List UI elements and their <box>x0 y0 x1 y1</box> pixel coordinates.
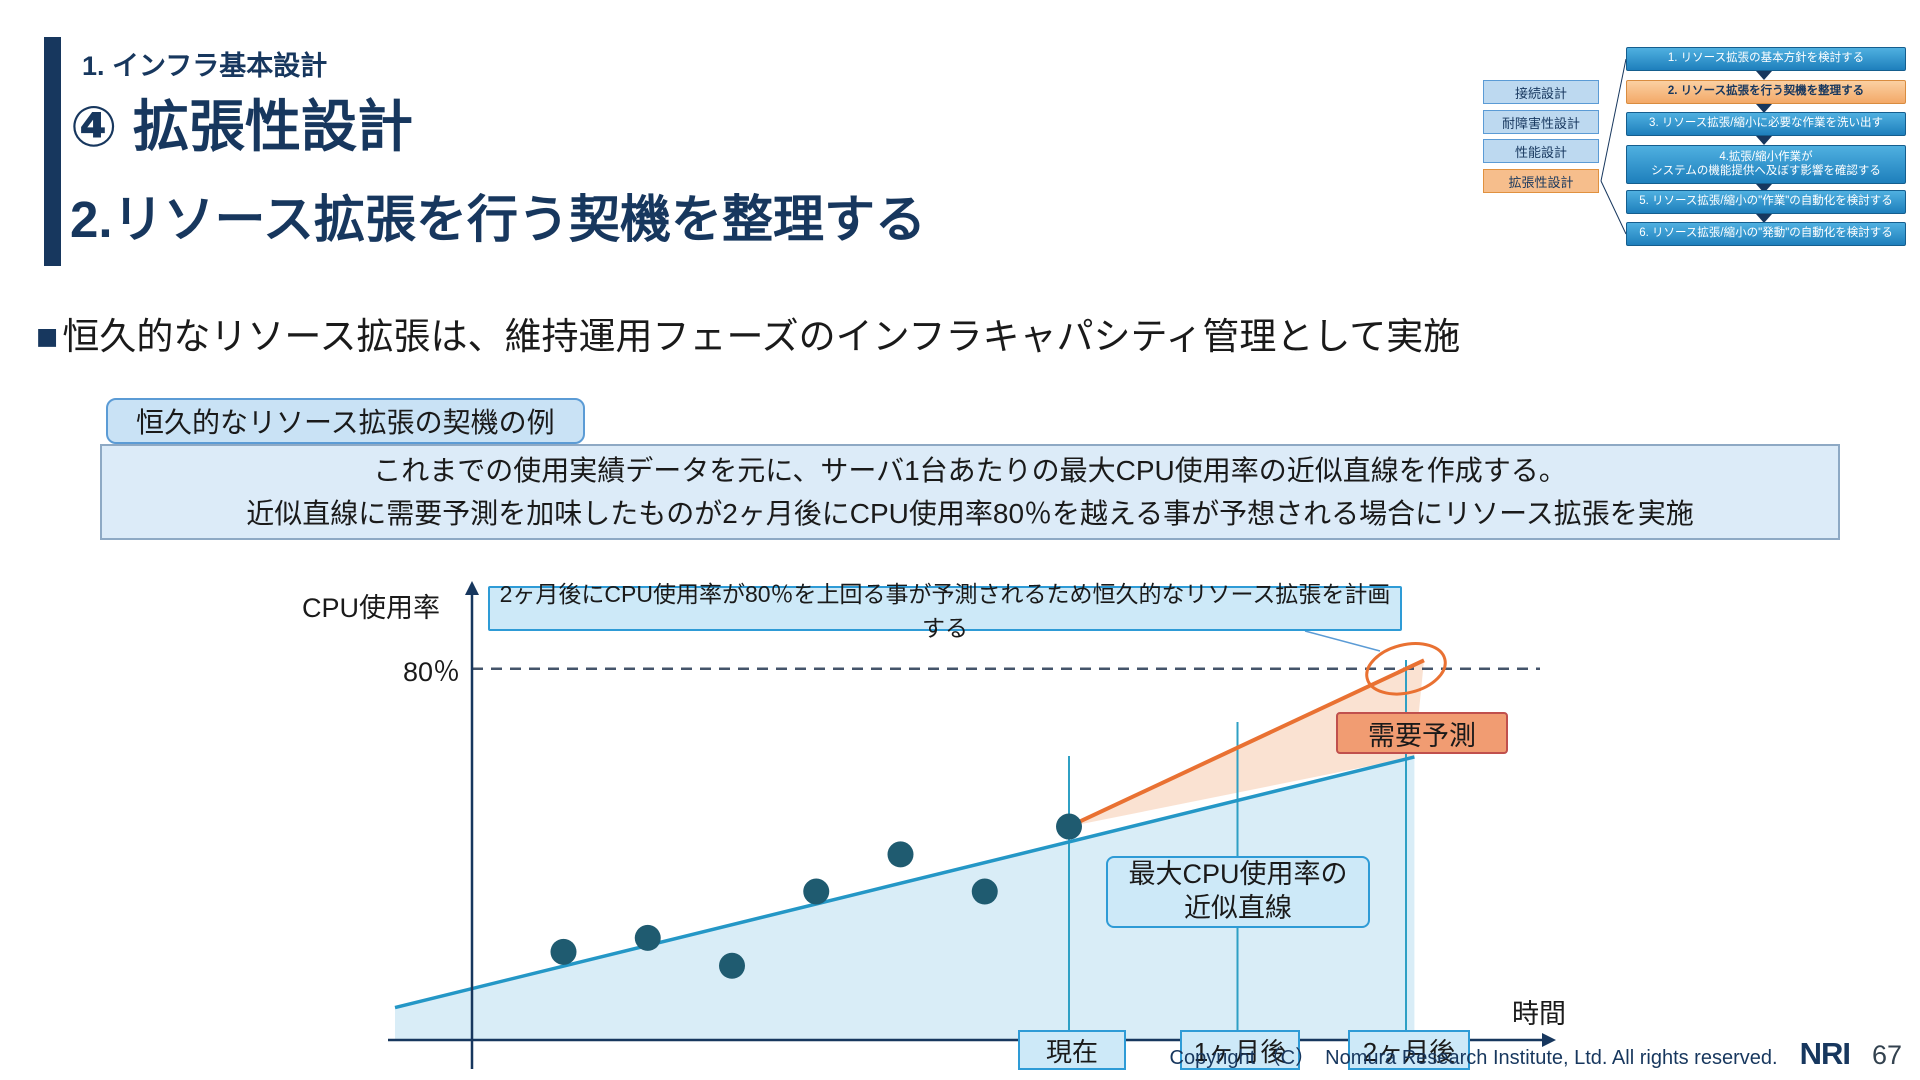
bullet-heading: ■ 恒久的なリソース拡張は、維持運用フェーズのインフラキャパシティ管理として実施 <box>36 306 1460 360</box>
minimap-step-2-active[interactable]: 2. リソース拡張を行う契機を整理する <box>1626 80 1906 104</box>
minimap-step-1[interactable]: 1. リソース拡張の基本方針を検討する <box>1626 47 1906 71</box>
y-axis-label: CPU使用率 <box>302 593 441 623</box>
threshold-cross-ellipse <box>1365 642 1447 696</box>
nri-logo: NRI <box>1799 1036 1851 1071</box>
minimap-step-4-line1: 4.拡張/縮小作業が <box>1719 151 1813 164</box>
minimap-arrow-down-icon <box>1756 104 1772 113</box>
scatter-point <box>971 878 998 905</box>
page-title-line2: 2.リソース拡張を行う契機を整理する <box>70 191 926 248</box>
x-axis-arrow-icon <box>1542 1033 1556 1047</box>
trend-label-line1: 最大CPU使用率の <box>1128 859 1348 890</box>
chart-annotation-box: 2ヶ月後にCPU使用率が80％を上回る事が予測されるため恒久的なリソース拡張を計… <box>488 581 1402 641</box>
example-tab: 恒久的なリソース拡張の契機の例 <box>106 398 585 444</box>
trend-line-label-box: 最大CPU使用率の 近似直線 <box>1106 856 1370 928</box>
scatter-point <box>887 841 914 868</box>
minimap-step-3[interactable]: 3. リソース拡張/縮小に必要な作業を洗い出す <box>1626 112 1906 136</box>
y-axis-arrow-icon <box>465 581 479 595</box>
trend-label-line2: 近似直線 <box>1184 893 1292 923</box>
example-text-line1: これまでの使用実績データを元に、サーバ1台あたりの最大CPU使用率の近似直線を作… <box>373 454 1567 486</box>
x-tick-2month: 2ヶ月後 <box>1348 1030 1470 1070</box>
minimap-step-5[interactable]: 5. リソース拡張/縮小の"作業"の自動化を検討する <box>1626 190 1906 214</box>
copyright-text: Copyright （C） Nomura Research Institute,… <box>1169 1047 1778 1069</box>
bullet-marker: ■ <box>36 316 59 357</box>
minimap-arrow-down-icon <box>1756 214 1772 223</box>
minimap-step-4-line2: システムの機能提供へ及ぼす影響を確認する <box>1651 164 1881 177</box>
bullet-text: 恒久的なリソース拡張は、維持運用フェーズのインフラキャパシティ管理として実施 <box>62 316 1461 357</box>
footer: Copyright （C） Nomura Research Institute,… <box>1170 1036 1902 1072</box>
minimap-arrow-down-icon <box>1756 136 1772 145</box>
x-tick-now: 現在 <box>1018 1030 1126 1070</box>
minimap-item-scalability-design[interactable]: 拡張性設計 <box>1483 169 1599 193</box>
example-text-line2: 近似直線に需要予測を加味したものが2ヶ月後にCPU使用率80％を越える事が予想さ… <box>246 498 1694 529</box>
cpu-usage-chart <box>388 581 1556 1069</box>
minimap-arrow-down-icon <box>1756 71 1772 80</box>
scatter-point <box>719 952 745 979</box>
trend-line <box>394 755 1415 1010</box>
minimap-arrow-down-icon <box>1756 184 1772 193</box>
minimap-item-fault-tolerance-design[interactable]: 耐障害性設計 <box>1483 110 1599 134</box>
minimap-step-6[interactable]: 6. リソース拡張/縮小の"発動"の自動化を検討する <box>1626 222 1906 246</box>
example-box: これまでの使用実績データを元に、サーバ1台あたりの最大CPU使用率の近似直線を作… <box>100 444 1840 540</box>
x-tick-1month: 1ヶ月後 <box>1180 1030 1300 1070</box>
minimap-step-4[interactable]: 4.拡張/縮小作業が システムの機能提供へ及ぼす影響を確認する <box>1626 145 1906 184</box>
scatter-point <box>550 938 577 965</box>
annotation-leader-line <box>1304 630 1381 652</box>
minimap-connector-lines <box>1600 58 1627 235</box>
page-number: 67 <box>1871 1040 1902 1070</box>
scatter-point <box>1056 813 1082 840</box>
threshold-label: 80％ <box>402 657 460 687</box>
scatter-point <box>634 924 661 951</box>
trend-area <box>395 756 1415 1040</box>
nav-minimap: 接続設計 耐障害性設計 性能設計 拡張性設計 1. リソース拡張の基本方針を検討… <box>1470 40 1918 252</box>
page-title-line1: ④ 拡張性設計 <box>70 95 413 158</box>
section-label: 1. インフラ基本設計 <box>82 51 328 81</box>
minimap-item-connect-design[interactable]: 接続設計 <box>1483 80 1599 104</box>
title-accent-bar <box>44 37 61 266</box>
forecast-label-box: 需要予測 <box>1336 712 1508 754</box>
scatter-point <box>803 878 830 905</box>
x-axis-label: 時間 <box>1512 999 1566 1029</box>
minimap-item-performance-design[interactable]: 性能設計 <box>1483 139 1599 163</box>
forecast-line <box>1068 658 1425 829</box>
